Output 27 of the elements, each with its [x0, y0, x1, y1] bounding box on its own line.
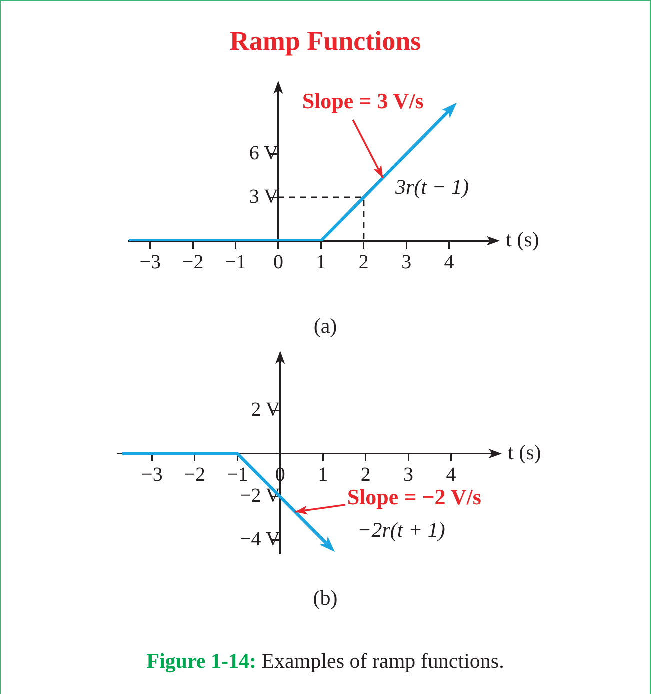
x-tick-label: −1	[226, 464, 248, 486]
x-tick-label: 3	[404, 464, 414, 486]
text: (a)	[314, 314, 338, 338]
x-tick-label: 1	[316, 251, 326, 274]
text: (b)	[312, 585, 339, 612]
x-tick-label: −2	[184, 464, 206, 486]
caption: Figure 1-14: Examples of ramp functions.	[146, 648, 506, 675]
x-tick-label: 2	[360, 464, 371, 486]
x-tick-label: −3	[140, 251, 161, 274]
x-tick-label: 1	[318, 464, 328, 486]
x-tick-label: 4	[446, 464, 456, 486]
x-tick-label: 0	[273, 251, 284, 274]
annotation: −2r(t + 1)	[358, 518, 446, 542]
annotation: Slope = −2 V/s	[347, 484, 482, 510]
x-tick-label: 2	[358, 251, 369, 274]
y-tick-label: −4 V	[240, 528, 281, 550]
x-axis-title: t (s)	[508, 440, 542, 464]
x-tick-label: −3	[142, 464, 163, 486]
x-tick-label: 3	[402, 251, 412, 274]
annotation: Slope = 3 V/s	[302, 88, 424, 114]
y-tick-label: 2 V	[251, 398, 281, 421]
x-tick-label: 4	[444, 251, 454, 274]
x-axis-title: t (s)	[506, 228, 540, 252]
annotation: 3r(t − 1)	[394, 175, 470, 200]
x-tick-label: −1	[225, 251, 246, 274]
chart-title: Ramp Functions	[228, 25, 422, 58]
x-tick-label: −2	[182, 251, 204, 274]
